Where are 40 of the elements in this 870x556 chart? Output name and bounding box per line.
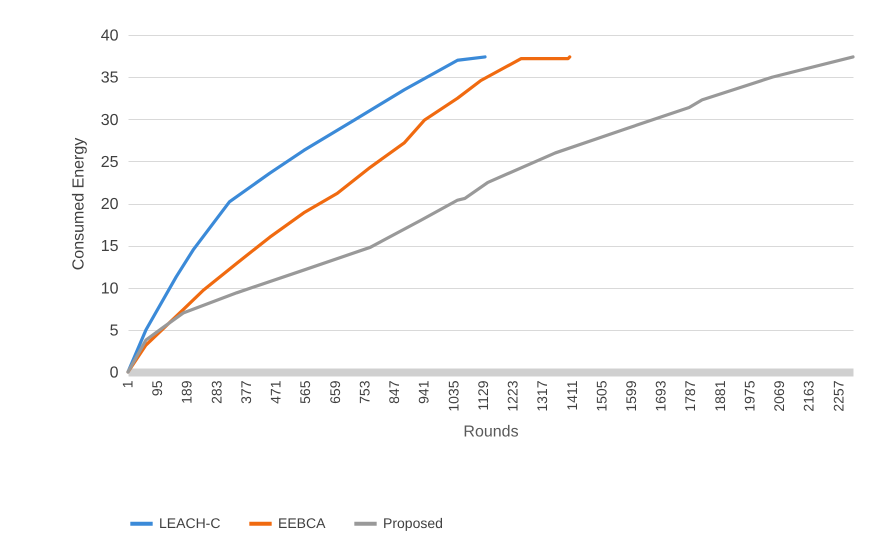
x-tick-label: 941 (416, 380, 432, 404)
x-tick-label: 2163 (800, 380, 817, 412)
x-tick-label: 847 (386, 380, 402, 404)
x-tick-label: 1787 (682, 380, 698, 412)
x-tick-label: 1129 (474, 380, 491, 411)
x-tick-label: 1223 (504, 380, 521, 412)
x-tick-label: 1881 (712, 380, 728, 412)
x-tick-label: 1599 (623, 380, 639, 412)
x-tick-label: 1035 (445, 380, 462, 412)
x-axis-title: Rounds (463, 424, 519, 441)
legend-label: LEACH-C (159, 514, 220, 531)
x-tick-label: 2257 (830, 380, 846, 412)
x-tick-label: 1317 (534, 380, 550, 412)
y-tick-label: 5 (110, 322, 119, 340)
y-tick-label: 20 (100, 196, 119, 213)
x-tick-label: 189 (178, 380, 195, 404)
y-tick-label: 30 (100, 112, 119, 129)
x-tick-label: 377 (238, 380, 254, 404)
y-tick-label: 35 (100, 70, 119, 87)
x-tick-label: 471 (268, 380, 284, 404)
x-tick-label: 753 (356, 380, 372, 404)
y-tick-label: 10 (100, 280, 119, 298)
y-tick-label: 25 (100, 154, 119, 171)
legend-label: EEBCA (278, 514, 326, 531)
x-tick-label: 1 (120, 380, 136, 388)
y-tick-label: 15 (100, 238, 119, 256)
legend-label: Proposed (383, 514, 443, 531)
y-tick-label: 40 (100, 28, 119, 44)
x-tick-label: 2069 (771, 380, 788, 412)
x-tick-label: 1693 (652, 380, 669, 412)
x-tick-label: 1411 (564, 380, 580, 411)
x-tick-label: 1505 (593, 380, 610, 412)
x-tick-label: 659 (326, 380, 343, 404)
line-series (126, 55, 855, 374)
y-axis-title: Consumed Energy (70, 138, 88, 270)
x-tick-label: 95 (149, 380, 166, 396)
x-tick-label: 1975 (741, 380, 758, 412)
x-tick-label: 565 (297, 380, 314, 404)
y-tick-label: 0 (110, 364, 119, 382)
x-tick-label: 283 (208, 380, 224, 404)
